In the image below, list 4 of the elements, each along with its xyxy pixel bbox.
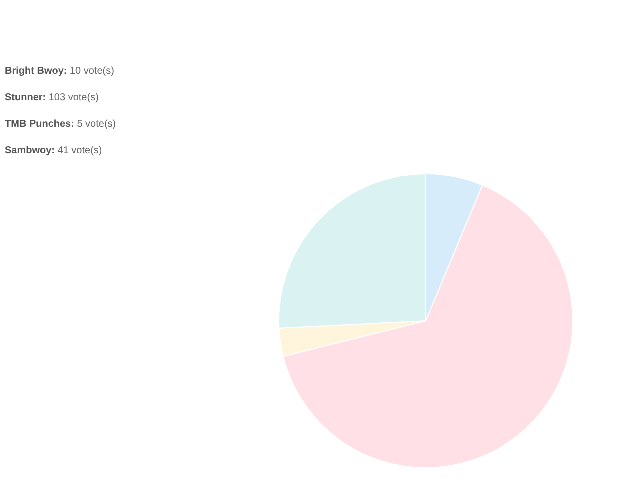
- text: Sambwoy: 41 vote(s): [5, 146, 102, 156]
- text: TMB Punches: 5 vote(s): [5, 119, 116, 130]
- text: Bright Bwoy: 10 vote(s): [5, 66, 114, 77]
- text: Stunner: 103 vote(s): [5, 92, 99, 104]
